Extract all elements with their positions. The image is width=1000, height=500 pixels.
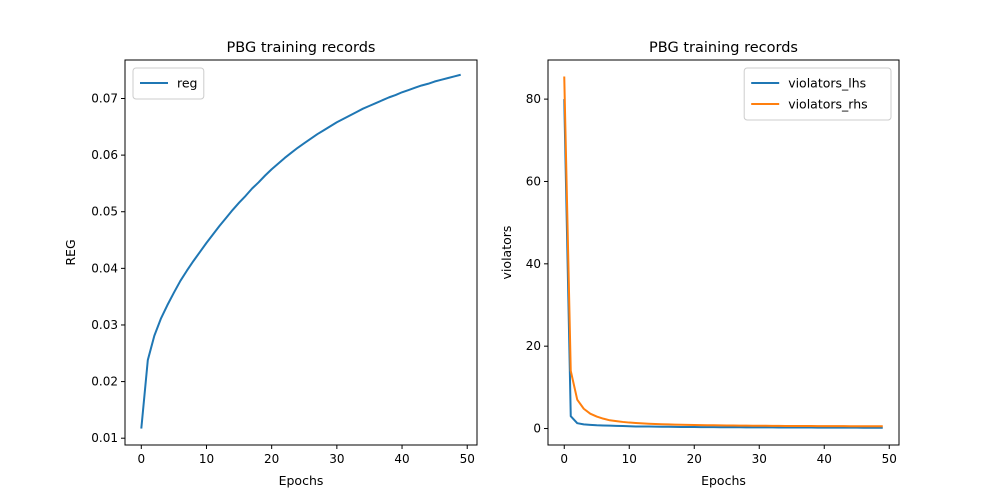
- chart-2-legend: violators_lhs violators_rhs: [743, 67, 892, 121]
- chart-1-x-tick-label: 40: [394, 452, 409, 466]
- chart-1-legend-label-reg: reg: [177, 76, 198, 91]
- chart-1-y-axis-label: REG: [63, 239, 78, 265]
- chart-1-x-tick-label: 10: [199, 452, 214, 466]
- chart-2-axes-frame: [547, 59, 900, 446]
- reg-chart-panel: 0 10 20 30 40 50 0.01 0.02 0.03 0.04 0.05 0.06 0.07 P…: [63, 40, 478, 488]
- chart-1-x-tick-label: 0: [137, 452, 145, 466]
- chart-2-series-line-violators-lhs: [563, 99, 883, 429]
- chart-1-legend: reg: [132, 67, 205, 100]
- chart-2-y-axis-label: violators: [499, 226, 514, 280]
- chart-2-x-tick-label: 10: [622, 452, 637, 466]
- chart-1-y-tick-label: 0.02: [91, 375, 118, 389]
- chart-2-series-line-violators-rhs: [563, 76, 883, 428]
- chart-2-x-tick-label: 0: [560, 452, 568, 466]
- violators-chart-panel: 0 10 20 30 40 50 0 20 40 60 80 PBG training records…: [499, 40, 900, 488]
- chart-2-x-tick-label: 40: [817, 452, 832, 466]
- chart-2-legend-label-violators-lhs: violators_lhs: [788, 76, 866, 91]
- chart-2-y-tick-label: 80: [526, 92, 541, 106]
- chart-1-y-tick-label: 0.01: [91, 431, 118, 445]
- chart-2-x-tick-label: 50: [882, 452, 897, 466]
- chart-2-legend-box: [743, 67, 892, 121]
- chart-1-y-tick-label: 0.05: [91, 205, 118, 219]
- chart-2-x-tick-label: 20: [687, 452, 702, 466]
- chart-1-x-tick-label: 50: [460, 452, 475, 466]
- chart-1-series-line-reg: [140, 73, 461, 429]
- chart-2-x-axis-label: Epochs: [701, 473, 746, 488]
- chart-1-title: PBG training records: [227, 40, 376, 56]
- chart-1-x-axis-label: Epochs: [279, 473, 324, 488]
- chart-1-x-tick-label: 30: [329, 452, 344, 466]
- chart-1-y-tick-label: 0.04: [91, 261, 118, 275]
- chart-1-y-tick-label: 0.06: [91, 148, 118, 162]
- chart-2-title: PBG training records: [649, 40, 798, 56]
- chart-2-legend-label-violators-rhs: violators_rhs: [788, 97, 867, 112]
- chart-1-x-tick-label: 20: [264, 452, 279, 466]
- chart-1-y-tick-label: 0.03: [91, 318, 118, 332]
- chart-2-y-tick-label: 40: [526, 257, 541, 271]
- chart-2-x-tick-label: 30: [752, 452, 767, 466]
- chart-1-axes-frame: [124, 59, 478, 446]
- chart-2-y-tick-label: 20: [526, 339, 541, 353]
- chart-1-legend-box: [132, 67, 205, 100]
- chart-2-y-tick-label: 0: [533, 422, 541, 436]
- chart-1-y-tick-label: 0.07: [91, 92, 118, 106]
- chart-2-y-tick-label: 60: [526, 174, 541, 188]
